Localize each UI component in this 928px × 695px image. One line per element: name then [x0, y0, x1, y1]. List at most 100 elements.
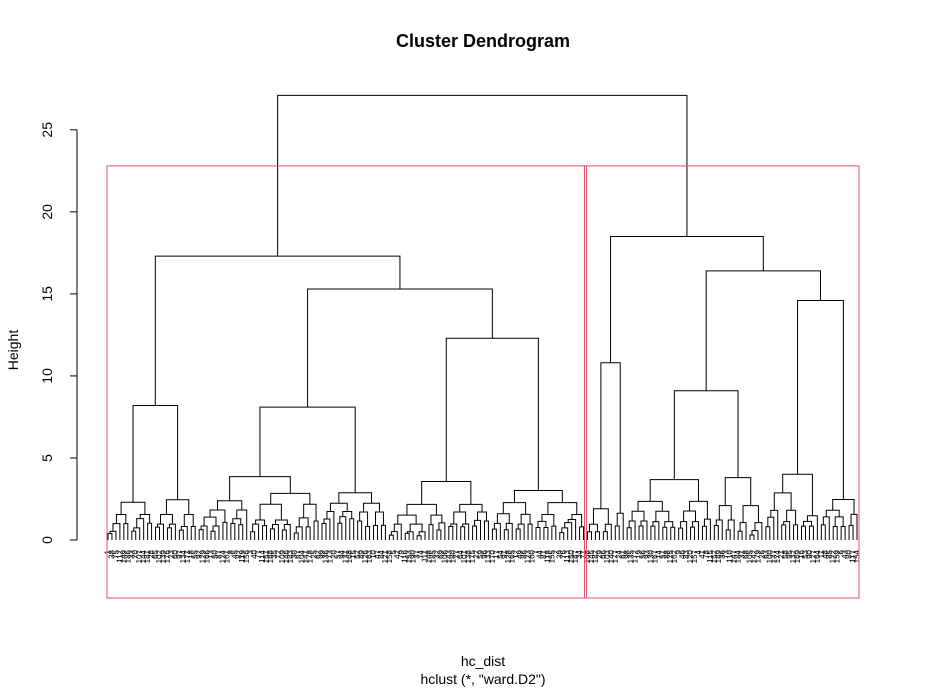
leaf-label: 181: [143, 549, 152, 563]
leaf-label: 147: [730, 549, 739, 563]
merge-link: [252, 523, 260, 540]
merge-link: [168, 523, 176, 540]
merge-link: [564, 522, 573, 540]
merge-link: [230, 523, 236, 540]
merge-link: [178, 529, 184, 540]
merge-link: [683, 510, 697, 522]
merge-link: [115, 513, 127, 524]
leaf-label: 154: [853, 549, 862, 563]
leaf-label: 157: [690, 549, 699, 563]
leaf-label: 54: [496, 549, 505, 558]
leaf-label: 36: [718, 549, 727, 558]
merge-link: [783, 521, 791, 540]
merge-link: [107, 533, 113, 540]
chart-title: Cluster Dendrogram: [396, 31, 570, 51]
leaf-label: 152: [710, 549, 719, 563]
merge-link: [438, 522, 446, 540]
leaf-label: 177: [611, 549, 620, 563]
cluster-1-box: [106, 165, 588, 599]
merge-link: [680, 521, 688, 540]
leaf-label: 61: [619, 549, 628, 558]
cluster-2-box: [584, 165, 860, 599]
leaf-label: 126: [361, 549, 370, 563]
merge-link: [165, 499, 190, 515]
leaf-label: 82: [234, 549, 243, 558]
leaf-label: 26: [757, 549, 766, 558]
leaf-label: 32: [432, 549, 441, 558]
merge-link: [250, 531, 256, 540]
merge-link: [631, 510, 645, 521]
leaf-label: 112: [115, 549, 124, 562]
leaf-label: 180: [448, 549, 457, 563]
leaf-label: 60: [171, 549, 180, 558]
merge-link: [527, 523, 533, 540]
leaf-label: 88: [662, 549, 671, 558]
leaf-label: 90: [805, 549, 814, 558]
leaf-label: 48: [821, 549, 830, 558]
leaf-label: 9: [674, 549, 683, 554]
y-tick-label: 25: [39, 122, 55, 138]
merge-link: [520, 513, 531, 525]
leaf-label: 3: [246, 549, 255, 554]
leaf-label: 97: [175, 549, 184, 558]
merge-link: [326, 511, 335, 540]
merge-link: [690, 526, 696, 540]
leaf-label: 127: [809, 549, 818, 563]
leaf-label: 175: [468, 549, 477, 563]
leaf-label: 121: [381, 549, 390, 563]
merge-link: [281, 529, 287, 540]
leaf-label: 73: [722, 549, 731, 558]
leaf-label: 24: [615, 549, 624, 558]
merge-link: [459, 503, 483, 513]
leaf-label: 108: [583, 549, 592, 563]
merge-link: [513, 490, 563, 503]
merge-link: [390, 531, 398, 540]
merge-link: [689, 500, 708, 520]
leaf-label: 8: [226, 549, 235, 554]
leaf-label: 70: [131, 549, 140, 558]
merge-link: [718, 505, 732, 520]
leaf-label: 133: [484, 549, 493, 563]
leaf-label: 170: [488, 549, 497, 563]
merge-link: [166, 527, 172, 540]
leaf-label: 83: [682, 549, 691, 558]
leaf-label: 47: [373, 549, 382, 558]
merge-link: [579, 526, 585, 540]
leaf-label: 69: [436, 549, 445, 558]
leaf-label: 56: [639, 549, 648, 558]
merge-link: [559, 532, 565, 540]
leaf-label: 176: [163, 549, 172, 563]
merge-link: [238, 524, 244, 540]
merge-link: [637, 500, 663, 512]
merge-link: [610, 235, 764, 363]
leaf-label: 29: [595, 549, 604, 558]
leaf-label: 19: [635, 549, 644, 558]
leaf-label: 16: [797, 549, 806, 558]
leaf-label: 28: [147, 549, 156, 558]
leaf-label: 129: [199, 549, 208, 563]
leaf-label: 185: [428, 549, 437, 563]
merge-link: [773, 492, 792, 511]
leaf-label: 159: [833, 549, 842, 563]
merge-link: [496, 513, 510, 524]
merge-link: [313, 520, 319, 540]
leaf-label: 146: [282, 549, 291, 563]
merge-link: [259, 406, 356, 493]
merge-link: [742, 505, 759, 523]
merge-link: [664, 521, 674, 528]
merge-link: [210, 530, 216, 540]
leaf-label: 142: [749, 549, 758, 563]
merge-link: [321, 522, 327, 540]
leaf-label: 78: [702, 549, 711, 558]
merge-link: [724, 477, 752, 506]
leaf-label: 171: [183, 549, 192, 563]
merge-link: [388, 534, 394, 540]
merge-link: [655, 510, 670, 522]
merge-link: [754, 522, 763, 540]
merge-link: [541, 514, 555, 527]
merge-link: [323, 518, 331, 540]
leaf-label: 137: [769, 549, 778, 563]
leaf-label: 186: [123, 549, 132, 563]
merge-link: [751, 530, 759, 540]
merge-link: [133, 527, 141, 540]
